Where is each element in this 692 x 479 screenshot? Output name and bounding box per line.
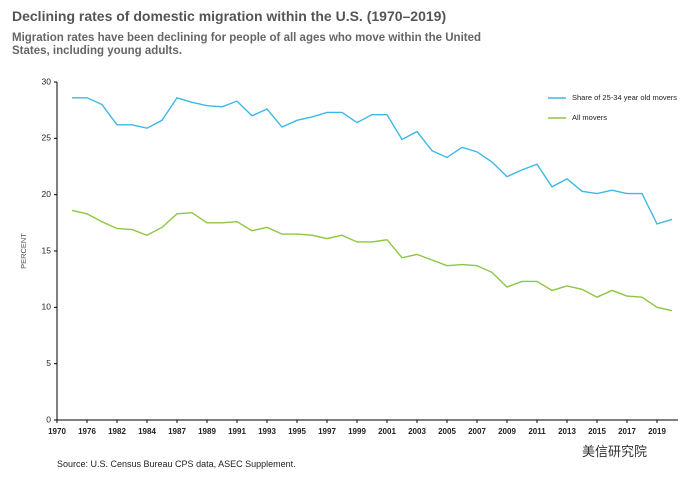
x-tick-label: 1993 xyxy=(258,427,276,436)
series-line xyxy=(72,96,673,225)
x-tick-label: 1970 xyxy=(48,427,66,436)
chart-subtitle: Migration rates have been declining for … xyxy=(12,32,482,57)
source-note: Source: U.S. Census Bureau CPS data, ASE… xyxy=(57,459,296,469)
chart-title: Declining rates of domestic migration wi… xyxy=(12,8,447,24)
y-tick-label: 30 xyxy=(42,76,52,86)
y-tick-label: 0 xyxy=(46,414,51,424)
y-axis-label: PERCENT xyxy=(19,233,28,269)
y-tick-label: 25 xyxy=(42,133,52,143)
x-tick-label: 1984 xyxy=(138,427,156,436)
x-tick-label: 2005 xyxy=(438,427,456,436)
x-tick-label: 1995 xyxy=(288,427,306,436)
x-tick-label: 1987 xyxy=(168,427,186,436)
y-tick-label: 15 xyxy=(42,245,52,255)
x-tick-label: 2009 xyxy=(498,427,516,436)
x-tick-label: 2015 xyxy=(588,427,606,436)
x-tick-label: 1982 xyxy=(108,427,126,436)
legend-label: Share of 25-34 year old movers xyxy=(572,93,677,102)
x-tick-label: 2007 xyxy=(468,427,486,436)
x-tick-label: 2017 xyxy=(618,427,636,436)
y-tick-label: 20 xyxy=(42,189,52,199)
x-tick-label: 1997 xyxy=(318,427,336,436)
y-tick-label: 5 xyxy=(46,358,51,368)
watermark: 美信研究院 xyxy=(582,444,648,459)
x-tick-label: 1989 xyxy=(198,427,216,436)
legend-label: All movers xyxy=(572,113,607,122)
series-line xyxy=(71,209,673,312)
x-tick-label: 2019 xyxy=(648,427,666,436)
x-tick-label: 1991 xyxy=(228,427,246,436)
x-tick-label: 2003 xyxy=(408,427,426,436)
x-tick-label: 1976 xyxy=(78,427,96,436)
x-tick-label: 1999 xyxy=(348,427,366,436)
y-tick-label: 10 xyxy=(42,302,52,312)
x-tick-label: 2011 xyxy=(528,427,546,436)
x-tick-label: 2013 xyxy=(558,427,576,436)
x-tick-label: 2001 xyxy=(378,427,396,436)
